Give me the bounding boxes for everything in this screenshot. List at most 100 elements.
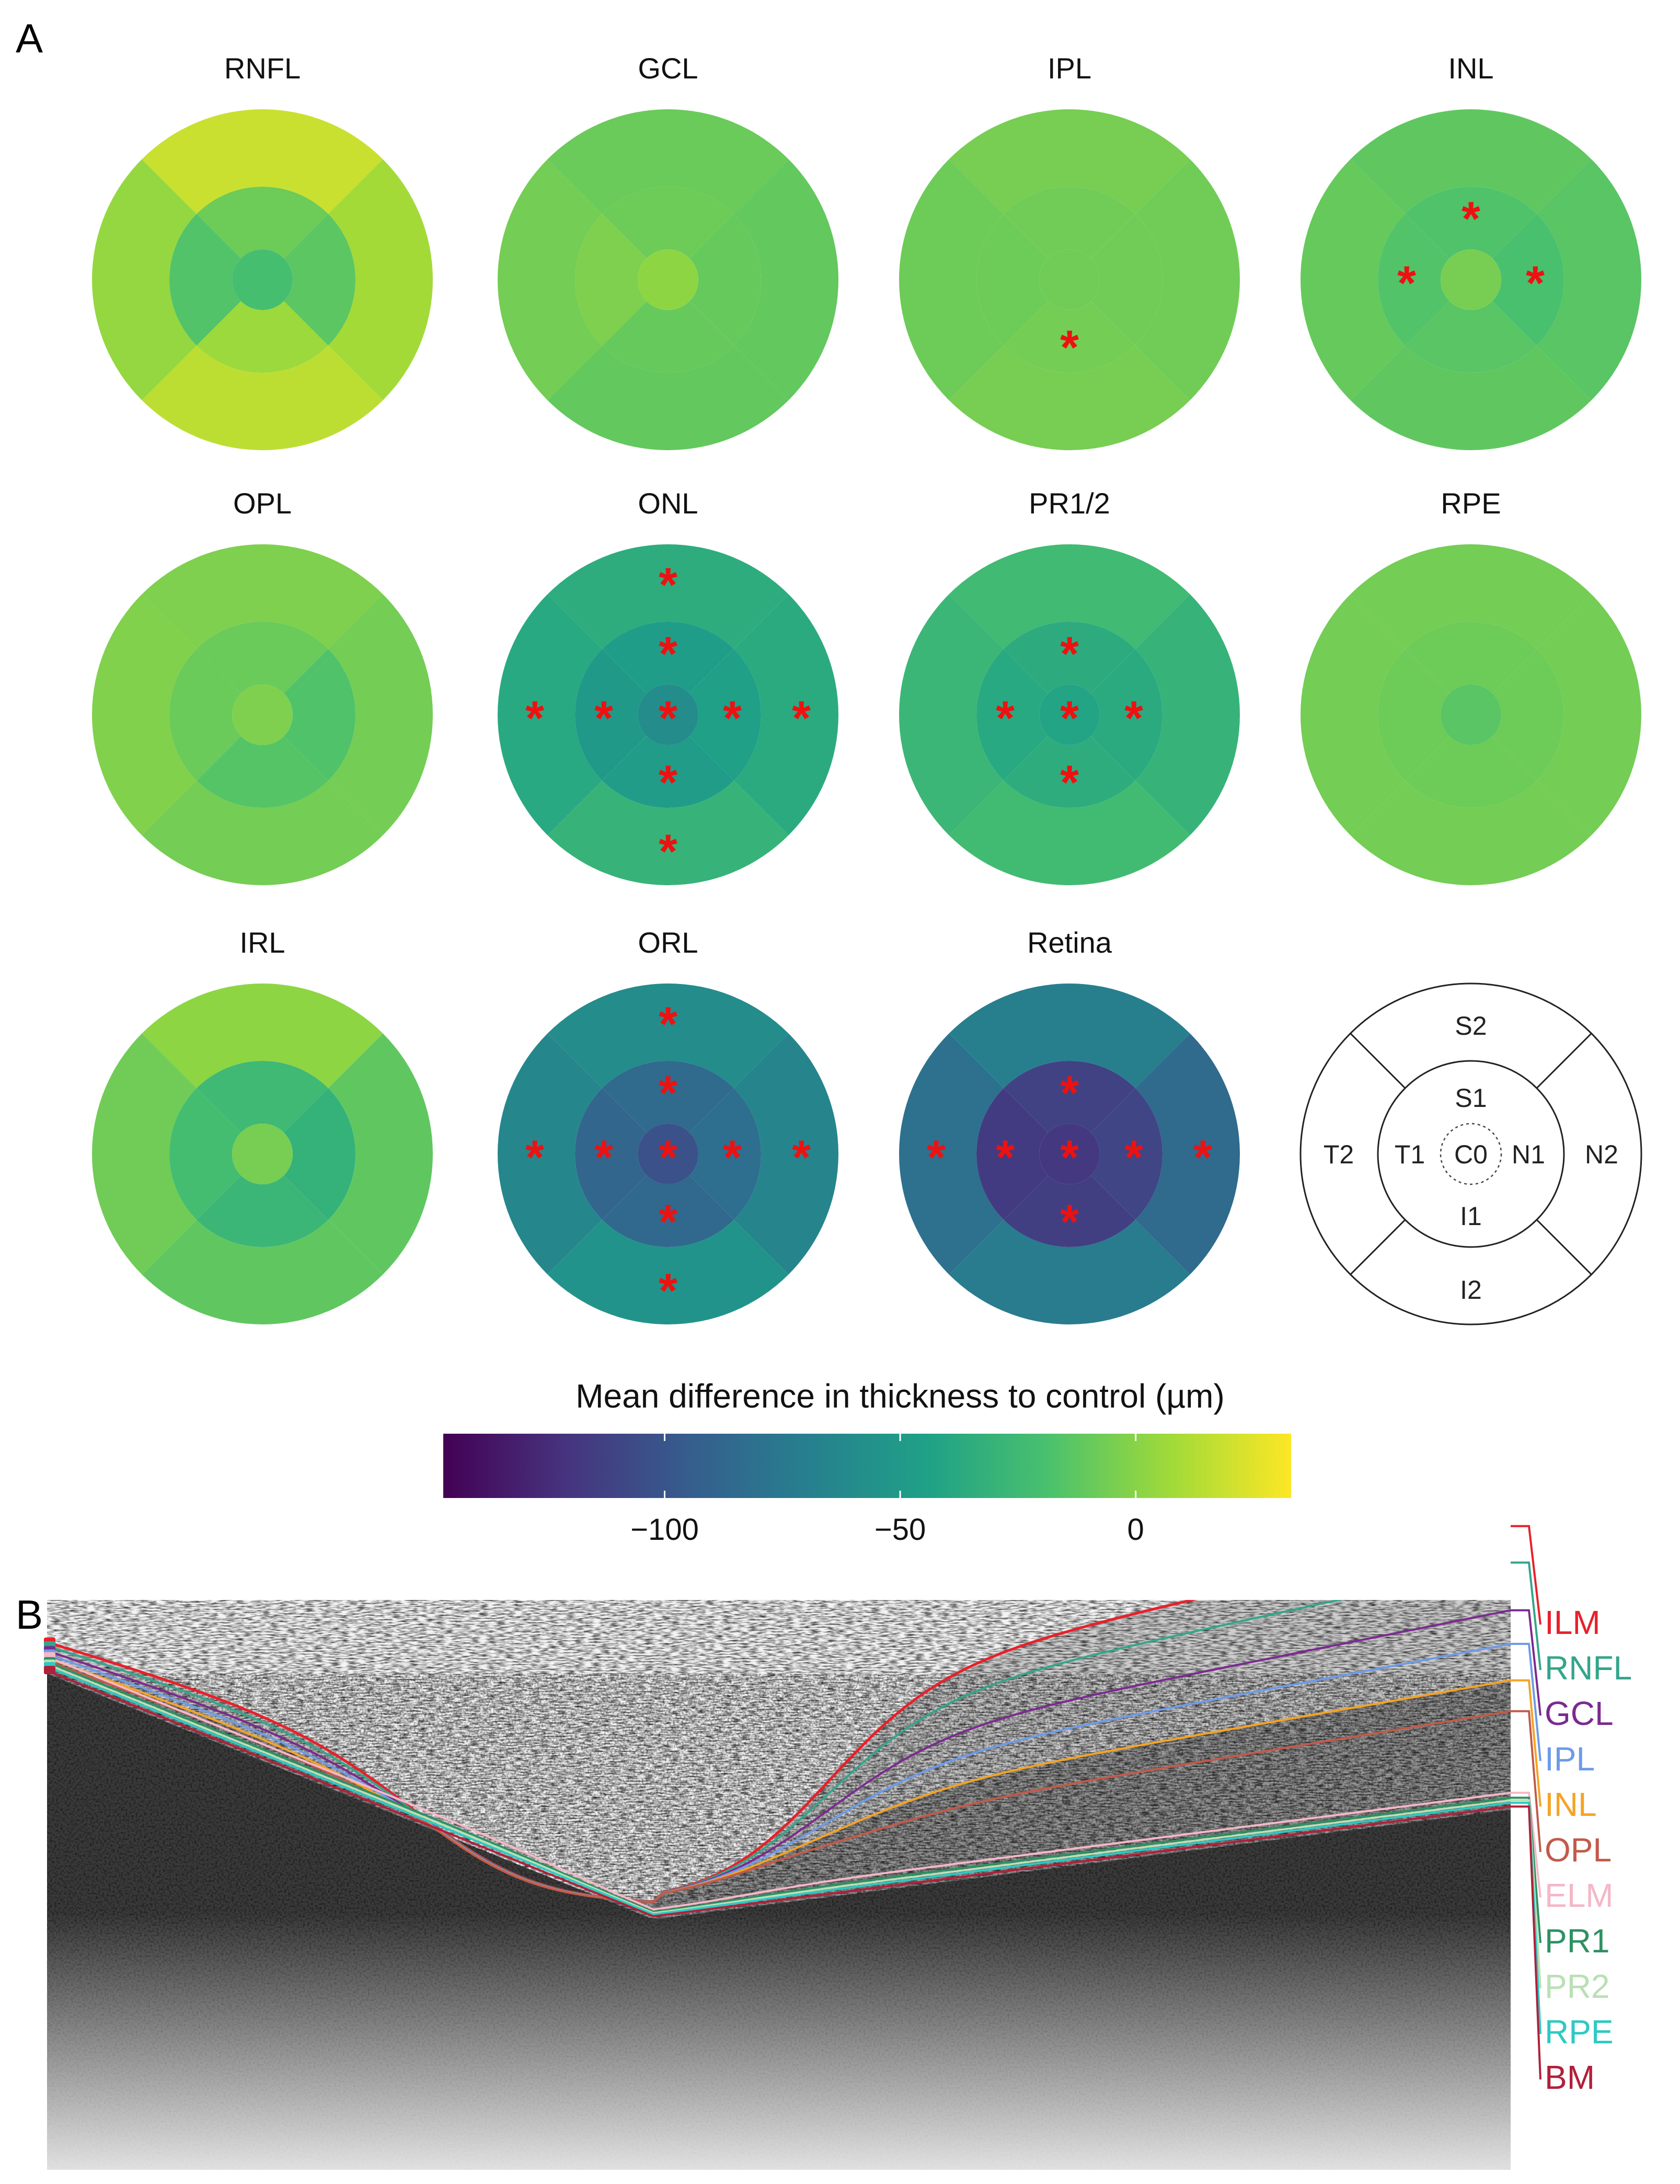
etdrs-map-opl: OPL bbox=[91, 487, 433, 885]
ref-inner-circle bbox=[1377, 1060, 1565, 1248]
sector-n1 bbox=[689, 214, 762, 346]
sector-n1 bbox=[1091, 1088, 1163, 1220]
ref-label-s2: S2 bbox=[1455, 1011, 1487, 1040]
legend-label-gcl: GCL bbox=[1545, 1695, 1614, 1732]
sector-n2 bbox=[1135, 159, 1240, 401]
significance-star: * bbox=[594, 692, 613, 745]
sector-t2 bbox=[1301, 594, 1406, 836]
sector-s2 bbox=[142, 109, 383, 214]
sector-c0 bbox=[232, 684, 293, 745]
ref-label-i1: I1 bbox=[1460, 1202, 1482, 1231]
sector-c0 bbox=[232, 249, 293, 310]
sector-s2 bbox=[949, 983, 1190, 1089]
sector-i1 bbox=[602, 1175, 734, 1247]
sector-n2 bbox=[733, 1033, 839, 1275]
sector-n1 bbox=[1091, 214, 1163, 346]
etdrs-map-gcl: GCL bbox=[497, 52, 838, 451]
significance-star: * bbox=[1124, 692, 1143, 745]
sector-s1 bbox=[197, 1061, 328, 1133]
colorbar-tick-label: 0 bbox=[1127, 1513, 1144, 1547]
oct-legend: ILM RNFL GCL IPL INL OPL ELM PR1 PR2 RPE BM bbox=[1511, 1525, 1632, 2096]
legend-connector bbox=[1511, 1561, 1541, 1671]
significance-star: * bbox=[659, 756, 677, 809]
significance-star: * bbox=[1526, 257, 1545, 310]
sector-t2 bbox=[91, 594, 197, 836]
sector-i2 bbox=[547, 1219, 789, 1324]
sector-c0 bbox=[1039, 684, 1100, 745]
colorbar-bar bbox=[443, 1434, 1291, 1498]
etdrs-map-onl: ONL * * * * * * * * * bbox=[497, 487, 838, 885]
significance-star: * bbox=[996, 1131, 1015, 1184]
sector-s2 bbox=[547, 544, 789, 649]
significance-star: * bbox=[1060, 756, 1079, 809]
sector-t1 bbox=[976, 1088, 1048, 1220]
sector-n2 bbox=[1536, 159, 1642, 401]
ref-label-t2: T2 bbox=[1324, 1140, 1354, 1169]
legend-label-inl: INL bbox=[1545, 1786, 1597, 1823]
etdrs-map-retina: Retina * * * * * * * bbox=[899, 926, 1240, 1325]
sector-n2 bbox=[328, 1033, 433, 1275]
legend-connector bbox=[1511, 1791, 1541, 1898]
layer-line-elm bbox=[47, 1655, 1511, 1911]
sector-i1 bbox=[1004, 301, 1135, 373]
sector-t1 bbox=[169, 214, 241, 346]
sector-i2 bbox=[142, 780, 383, 885]
sector-s2 bbox=[1350, 544, 1592, 649]
sector-n1 bbox=[1492, 214, 1564, 346]
etdrs-maps: RNFL GCL IPL * INL * * * OPL ONL * * * * * * * * * PR1/2 * * *… bbox=[91, 52, 1642, 1325]
legend-connector bbox=[1511, 1710, 1541, 1853]
sector-n1 bbox=[1492, 649, 1564, 781]
sector-i2 bbox=[142, 345, 383, 450]
sector-i1 bbox=[1405, 736, 1537, 808]
sector-i2 bbox=[949, 345, 1190, 451]
sector-i2 bbox=[1350, 780, 1592, 886]
sector-t1 bbox=[976, 214, 1048, 346]
sector-s1 bbox=[1004, 1061, 1135, 1133]
etdrs-map-ipl: IPL * bbox=[899, 52, 1240, 451]
sector-n2 bbox=[1536, 594, 1641, 836]
significance-star: * bbox=[792, 692, 811, 745]
layer-line-bm bbox=[47, 1670, 1511, 1918]
sector-t1 bbox=[1377, 214, 1449, 346]
left-marker bbox=[44, 1666, 55, 1674]
sector-i1 bbox=[197, 1175, 328, 1247]
layer-line-ipl bbox=[47, 1643, 1511, 1903]
sector-n2 bbox=[733, 594, 838, 836]
sector-t2 bbox=[899, 594, 1004, 836]
sector-i1 bbox=[197, 301, 328, 373]
legend-connector bbox=[1511, 1643, 1541, 1762]
layer-line-ilm bbox=[47, 1600, 1198, 1903]
oct-depth-fade bbox=[47, 1600, 1511, 2170]
layer-line-pr2 bbox=[47, 1663, 1511, 1915]
sector-i2 bbox=[949, 780, 1190, 885]
significance-star: * bbox=[927, 1131, 946, 1184]
sector-t2 bbox=[899, 1033, 1004, 1275]
layer-line-inl bbox=[47, 1656, 1511, 1904]
map-title: ONL bbox=[638, 487, 698, 520]
sector-i1 bbox=[1004, 1175, 1135, 1247]
etdrs-reference-grid: S2 S1 T2 T1 C0 N1 N2 I1 I2 bbox=[1299, 982, 1642, 1325]
oct-bscan: ILM RNFL GCL IPL INL OPL ELM PR1 PR2 RPE BM bbox=[44, 1525, 1632, 2170]
etdrs-map-pr1-2: PR1/2 * * * * * bbox=[899, 487, 1240, 885]
panel-label-a: A bbox=[16, 15, 43, 61]
ref-label-c0: C0 bbox=[1454, 1140, 1488, 1169]
map-title: RPE bbox=[1441, 487, 1501, 520]
legend-connector bbox=[1511, 1609, 1541, 1716]
sector-t1 bbox=[575, 1088, 647, 1220]
etdrs-map-orl: ORL * * * * * * * * * bbox=[497, 926, 839, 1324]
ref-label-s1: S1 bbox=[1455, 1083, 1487, 1113]
map-title: IPL bbox=[1048, 52, 1091, 85]
ref-divider bbox=[1536, 1033, 1592, 1089]
significance-star: * bbox=[1060, 1131, 1079, 1184]
legend-label-pr1: PR1 bbox=[1545, 1922, 1610, 1960]
sector-s1 bbox=[602, 1061, 734, 1133]
etdrs-map-rnfl: RNFL bbox=[91, 52, 433, 450]
legend-connector bbox=[1511, 1525, 1541, 1625]
layer-line-gcl bbox=[47, 1609, 1511, 1903]
significance-star: * bbox=[1060, 321, 1079, 374]
ref-label-n2: N2 bbox=[1585, 1140, 1618, 1169]
sector-s1 bbox=[602, 187, 734, 258]
sector-n2 bbox=[328, 594, 433, 836]
sector-c0 bbox=[638, 1124, 698, 1184]
map-title: ORL bbox=[638, 926, 698, 959]
